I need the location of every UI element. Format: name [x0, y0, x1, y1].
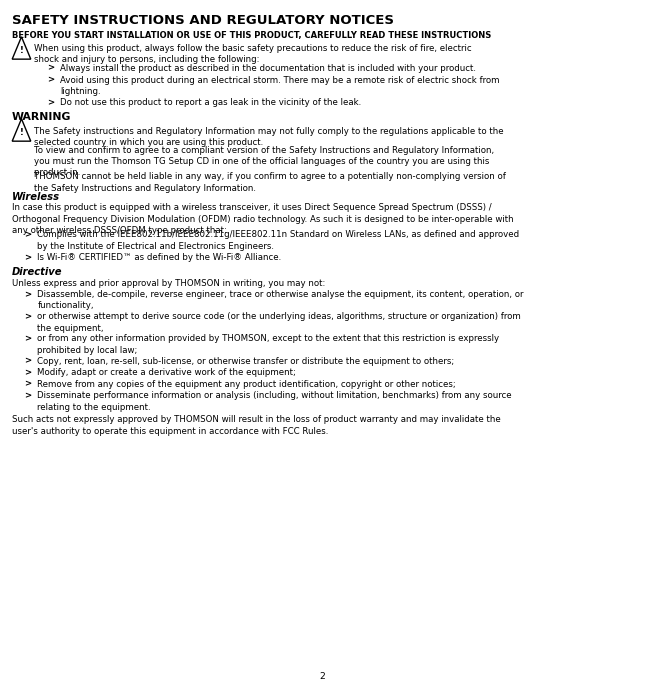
- Text: Complies with the IEEE802.11b/IEEE802.11g/IEEE802.11n Standard on Wireless LANs,: Complies with the IEEE802.11b/IEEE802.11…: [37, 230, 519, 251]
- Text: Avoid using this product during an electrical storm. There may be a remote risk : Avoid using this product during an elect…: [60, 76, 499, 96]
- Text: In case this product is equipped with a wireless transceiver, it uses Direct Seq: In case this product is equipped with a …: [12, 203, 513, 235]
- Text: Such acts not expressly approved by THOMSON will result in the loss of product w: Such acts not expressly approved by THOM…: [12, 415, 501, 435]
- Text: >: >: [47, 99, 54, 107]
- Text: Unless express and prior approval by THOMSON in writing, you may not:: Unless express and prior approval by THO…: [12, 279, 325, 288]
- Text: >: >: [25, 368, 32, 377]
- Text: Directive: Directive: [12, 267, 62, 277]
- Text: Is Wi-Fi® CERTIFIED™ as defined by the Wi-Fi® Alliance.: Is Wi-Fi® CERTIFIED™ as defined by the W…: [37, 254, 282, 263]
- Text: SAFETY INSTRUCTIONS AND REGULATORY NOTICES: SAFETY INSTRUCTIONS AND REGULATORY NOTIC…: [12, 14, 393, 27]
- Text: !: !: [19, 45, 23, 54]
- Text: WARNING: WARNING: [12, 112, 71, 122]
- Text: Modify, adapt or create a derivative work of the equipment;: Modify, adapt or create a derivative wor…: [37, 368, 296, 377]
- Text: >: >: [25, 334, 32, 343]
- Text: Remove from any copies of the equipment any product identification, copyright or: Remove from any copies of the equipment …: [37, 380, 456, 389]
- Text: BEFORE YOU START INSTALLATION OR USE OF THIS PRODUCT, CAREFULLY READ THESE INSTR: BEFORE YOU START INSTALLATION OR USE OF …: [12, 31, 491, 40]
- Text: >: >: [47, 63, 54, 73]
- Text: THOMSON cannot be held liable in any way, if you confirm to agree to a potential: THOMSON cannot be held liable in any way…: [34, 172, 506, 193]
- Text: Wireless: Wireless: [12, 192, 60, 201]
- Text: or from any other information provided by THOMSON, except to the extent that thi: or from any other information provided b…: [37, 334, 499, 355]
- Text: Disseminate performance information or analysis (including, without limitation, : Disseminate performance information or a…: [37, 391, 512, 411]
- Text: or otherwise attempt to derive source code (or the underlying ideas, algorithms,: or otherwise attempt to derive source co…: [37, 312, 521, 333]
- Text: When using this product, always follow the basic safety precautions to reduce th: When using this product, always follow t…: [34, 44, 471, 64]
- Text: Always install the product as described in the documentation that is included wi: Always install the product as described …: [60, 63, 476, 73]
- Text: Copy, rent, loan, re-sell, sub-license, or otherwise transfer or distribute the : Copy, rent, loan, re-sell, sub-license, …: [37, 357, 455, 366]
- Text: !: !: [19, 127, 23, 136]
- Text: >: >: [25, 312, 32, 321]
- Text: >: >: [47, 76, 54, 85]
- Text: Disassemble, de-compile, reverse engineer, trace or otherwise analyse the equipm: Disassemble, de-compile, reverse enginee…: [37, 290, 524, 311]
- Text: >: >: [25, 290, 32, 299]
- Text: >: >: [25, 254, 32, 263]
- Text: >: >: [25, 380, 32, 389]
- Text: To view and confirm to agree to a compliant version of the Safety Instructions a: To view and confirm to agree to a compli…: [34, 145, 494, 178]
- Text: 2: 2: [319, 672, 326, 681]
- Text: >: >: [25, 230, 32, 239]
- Text: >: >: [25, 357, 32, 366]
- Text: >: >: [25, 391, 32, 400]
- Text: Do not use this product to report a gas leak in the vicinity of the leak.: Do not use this product to report a gas …: [60, 99, 361, 107]
- Text: The Safety instructions and Regulatory Information may not fully comply to the r: The Safety instructions and Regulatory I…: [34, 127, 503, 147]
